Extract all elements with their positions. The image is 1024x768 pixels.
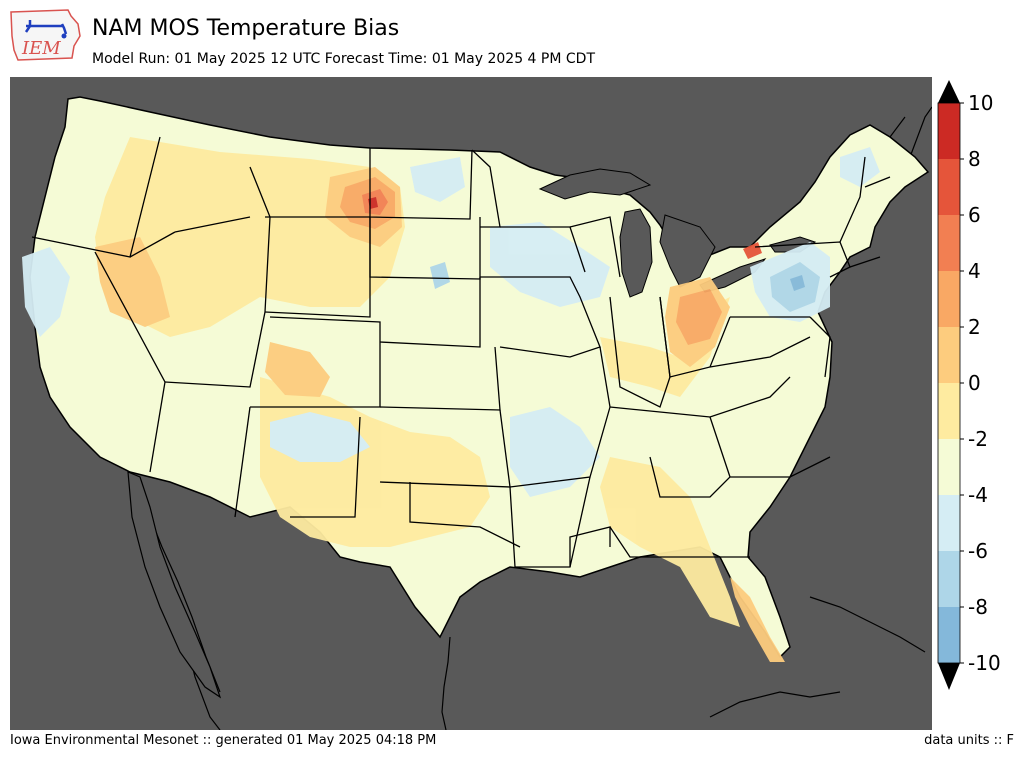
contour-cool-4-6 [790,275,805,291]
colorbar-band [938,467,960,496]
iem-logo: IEM [10,9,81,61]
colorbar-tick-label: 6 [968,203,981,227]
contour-warm-0-2 [600,457,740,627]
colorbar: 10 8 6 4 2 0 -2 -4 -6 -8 -10 [937,80,1001,690]
temperature-bias-map [10,77,932,730]
colorbar-under-arrow [938,663,960,690]
contour-cool-2-4 [430,262,450,289]
colorbar-band [938,607,960,636]
lake-superior [538,168,652,200]
colorbar-band [938,355,960,384]
footer-units: data units :: F [924,733,1014,748]
colorbar-tick-label: 8 [968,147,981,171]
colorbar-band [938,439,960,468]
colorbar-bands [938,103,960,664]
contour-warm-4-6 [676,289,722,345]
colorbar-band [938,187,960,216]
colorbar-band [938,103,960,132]
colorbar-tick-label: -6 [968,539,988,563]
colorbar-band [938,495,960,524]
weather-vane-icon [24,20,68,35]
contour-warm-0-2 [95,137,405,337]
mexico-gulf-coastline [441,636,451,730]
contour-cool-0-2 [510,407,600,497]
footer-credit: Iowa Environmental Mesonet :: generated … [10,733,437,748]
colorbar-band [938,271,960,300]
contour-warm-2-4 [95,237,170,327]
colorbar-tick-label: 2 [968,315,981,339]
colorbar-ticks: 10 8 6 4 2 0 -2 -4 -6 -8 -10 [960,91,1001,675]
contour-cool-0-2 [410,157,465,202]
contour-warm-0-2 [600,297,730,397]
contour-cool-0-2 [22,247,70,337]
contour-cool-0-2 [490,222,610,307]
colorbar-band [938,131,960,160]
contour-warm-2-4 [265,342,330,397]
contour-warm-2-4 [730,577,785,662]
colorbar-band [938,215,960,244]
colorbar-tick-label: 0 [968,371,981,395]
colorbar-band [938,579,960,608]
cuba-coastline [809,596,926,653]
colorbar-band [938,551,960,580]
logo-text: IEM [21,38,61,59]
colorbar-band [938,411,960,440]
colorbar-band [938,383,960,412]
colorbar-band [938,159,960,188]
colorbar-tick-label: -8 [968,595,988,619]
colorbar-tick-label: -4 [968,483,988,507]
colorbar-tick-label: -2 [968,427,988,451]
colorbar-tick-label: 10 [968,91,993,115]
colorbar-tick-label: -10 [968,651,1001,675]
map-title: NAM MOS Temperature Bias [92,16,400,41]
colorbar-band [938,635,960,664]
contour-cool-0-2 [840,147,880,187]
colorbar-band [938,299,960,328]
state-borders [31,136,891,568]
colorbar-band [938,243,960,272]
contour-cool-0-2 [270,412,370,462]
iowa-outline-icon [10,9,81,61]
map-subtitle: Model Run: 01 May 2025 12 UTC Forecast T… [92,51,595,67]
colorbar-over-arrow [938,80,960,103]
bias-contours [22,137,880,662]
colorbar-tick-label: 4 [968,259,981,283]
lake-michigan [619,208,653,298]
colorbar-band [938,327,960,356]
yucatan-coastline [709,691,841,718]
colorbar-band [938,523,960,552]
baja-peninsula [127,471,222,699]
